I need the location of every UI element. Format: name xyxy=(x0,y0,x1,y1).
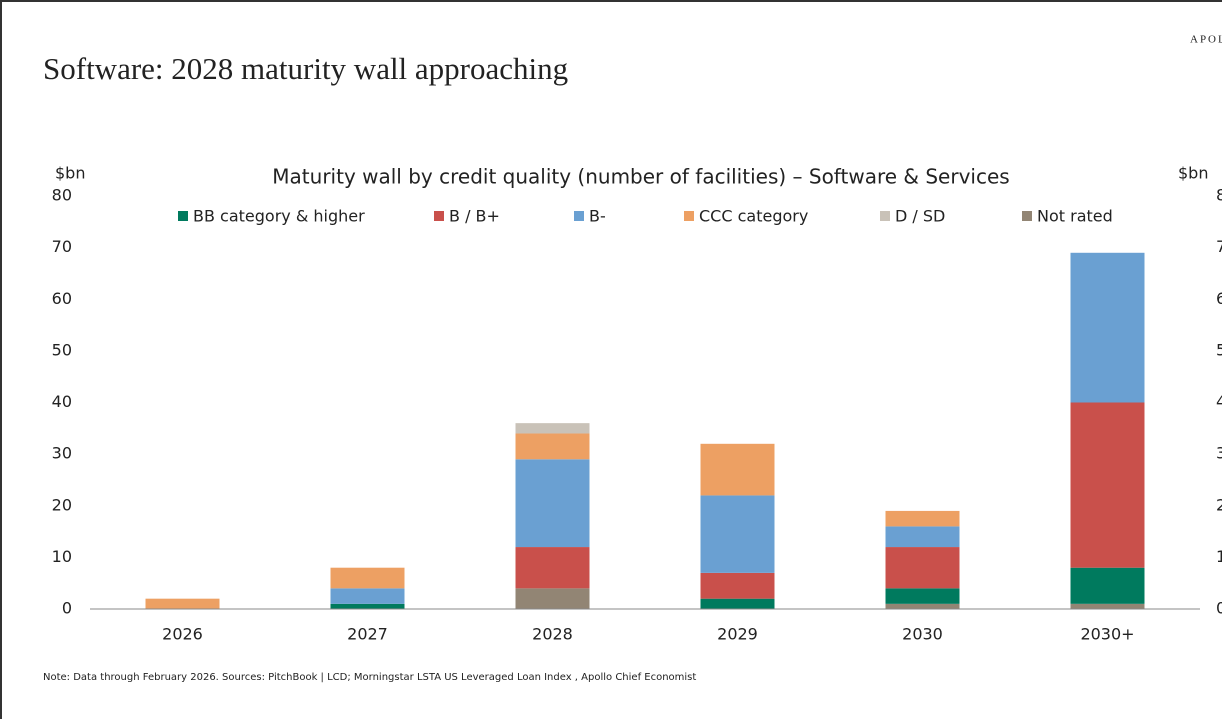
y2-tick-label: 30 xyxy=(1216,444,1222,463)
legend-label: D / SD xyxy=(895,207,945,226)
y2-tick-label: 70 xyxy=(1216,237,1222,256)
y2-tick-label: 50 xyxy=(1216,340,1222,359)
x-tick-label: 2030 xyxy=(902,625,943,644)
bar-segment xyxy=(515,459,590,548)
bar-segment xyxy=(700,495,775,573)
bar-segment xyxy=(145,598,220,609)
legend-swatch xyxy=(178,211,188,221)
legend-label: CCC category xyxy=(699,207,808,226)
legend-label: B- xyxy=(589,207,606,226)
y-tick-label: 10 xyxy=(52,547,72,566)
y-tick-label: 80 xyxy=(52,186,72,205)
bar-segment xyxy=(1070,567,1145,604)
chart-title: Maturity wall by credit quality (number … xyxy=(272,165,1009,189)
x-tick-label: 2028 xyxy=(532,625,573,644)
y2-tick-label: 0 xyxy=(1216,599,1222,618)
slide-title: Software: 2028 maturity wall approaching xyxy=(43,51,568,86)
y2-tick-label: 10 xyxy=(1216,547,1222,566)
legend-label: Not rated xyxy=(1037,207,1113,226)
legend-swatch xyxy=(880,211,890,221)
y-tick-label: 40 xyxy=(52,392,72,411)
x-tick-label: 2026 xyxy=(162,625,203,644)
legend-swatch xyxy=(1022,211,1032,221)
y2-tick-label: 60 xyxy=(1216,289,1222,308)
bar-segment xyxy=(515,423,590,434)
bar-segment xyxy=(700,598,775,609)
bar-segment xyxy=(1070,402,1145,568)
note: Note: Data through February 2026. Source… xyxy=(43,672,696,683)
bar-segment xyxy=(515,547,590,589)
y-tick-label: 50 xyxy=(52,340,72,359)
y2-tick-label: 20 xyxy=(1216,495,1222,514)
y-tick-label: 70 xyxy=(52,237,72,256)
x-tick-label: 2029 xyxy=(717,625,758,644)
legend-label: BB category & higher xyxy=(193,207,365,226)
bar-segment xyxy=(700,443,775,496)
bar-segment xyxy=(885,510,960,527)
y-tick-label: 0 xyxy=(62,599,72,618)
y-axis-label: $bn xyxy=(55,164,85,183)
brand: APOLLO xyxy=(1190,34,1222,46)
y2-tick-label: 80 xyxy=(1216,186,1222,205)
y2-axis-label: $bn xyxy=(1178,164,1208,183)
bar-segment xyxy=(1070,252,1145,403)
bar-segment xyxy=(330,588,405,604)
bar-segment xyxy=(885,547,960,589)
legend-label: B / B+ xyxy=(449,207,500,226)
y-tick-label: 60 xyxy=(52,289,72,308)
y-tick-label: 20 xyxy=(52,495,72,514)
bar-segment xyxy=(885,526,960,548)
bar-segment xyxy=(515,433,590,460)
bar-segment xyxy=(885,603,960,609)
y2-tick-label: 40 xyxy=(1216,392,1222,411)
y-tick-label: 30 xyxy=(52,444,72,463)
bar-segment xyxy=(1070,603,1145,609)
legend-swatch xyxy=(684,211,694,221)
bar-segment xyxy=(885,588,960,604)
legend-swatch xyxy=(574,211,584,221)
x-tick-label: 2027 xyxy=(347,625,388,644)
x-tick-label: 2030+ xyxy=(1080,625,1134,644)
legend-swatch xyxy=(434,211,444,221)
bar-segment xyxy=(330,567,405,589)
bar-segment xyxy=(700,572,775,599)
bar-segment xyxy=(515,588,590,609)
bar-segment xyxy=(330,603,405,609)
